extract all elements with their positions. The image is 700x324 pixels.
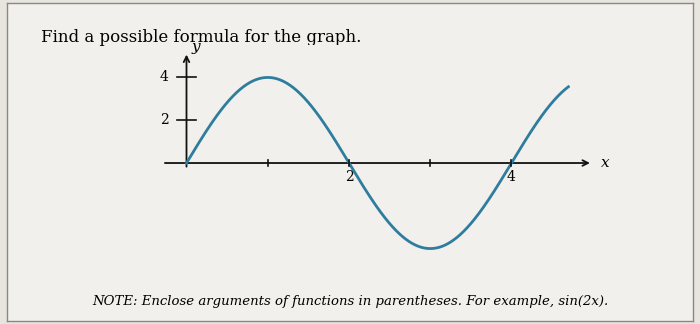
Text: Find a possible formula for the graph.: Find a possible formula for the graph. xyxy=(41,29,362,46)
Text: 4: 4 xyxy=(160,70,169,85)
Text: 2: 2 xyxy=(344,170,354,184)
Text: x: x xyxy=(601,156,610,170)
Text: NOTE: Enclose arguments of functions in parentheses. For example, sin(2x).: NOTE: Enclose arguments of functions in … xyxy=(92,295,608,308)
Text: 4: 4 xyxy=(507,170,516,184)
Text: 2: 2 xyxy=(160,113,169,127)
Text: y: y xyxy=(192,40,201,54)
